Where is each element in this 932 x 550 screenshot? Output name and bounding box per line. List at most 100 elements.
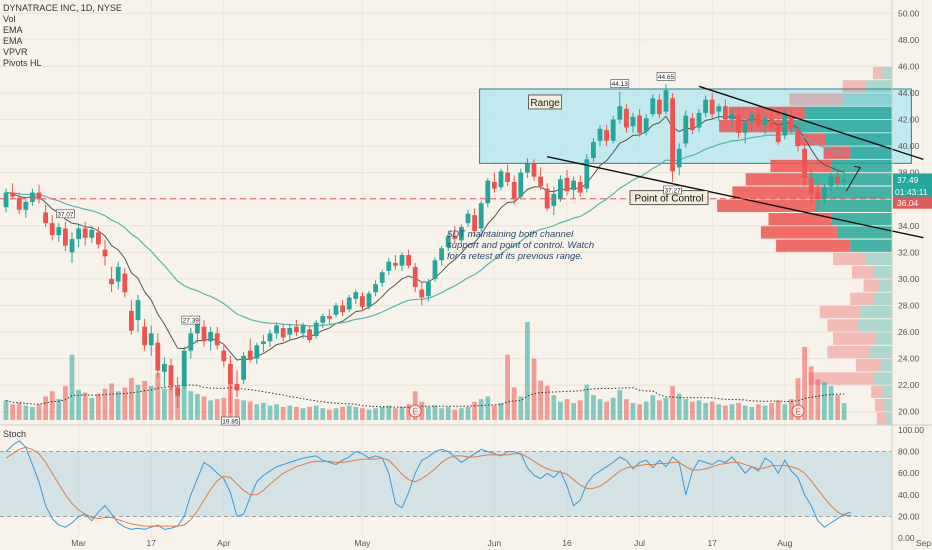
volume-bar bbox=[195, 393, 200, 420]
candle-body bbox=[393, 262, 398, 266]
candle bbox=[835, 171, 840, 188]
candle bbox=[637, 108, 642, 137]
volume-bar bbox=[96, 393, 101, 420]
vp-bar-down bbox=[768, 213, 832, 226]
poc-label: Point of Control bbox=[635, 194, 704, 205]
legend-item-ema-slow[interactable]: EMA bbox=[3, 36, 23, 46]
candle bbox=[531, 159, 537, 181]
candle-body bbox=[102, 249, 108, 257]
volume-bar bbox=[749, 406, 755, 420]
earnings-marker-label: E bbox=[795, 408, 800, 417]
candle-body bbox=[716, 106, 722, 112]
candle-body bbox=[709, 99, 715, 115]
candle bbox=[412, 262, 418, 293]
time-tick-label: 16 bbox=[562, 538, 572, 548]
candle bbox=[802, 143, 807, 184]
candle-body bbox=[432, 260, 438, 279]
volume-bar bbox=[571, 403, 576, 420]
vp-bar-down bbox=[770, 159, 832, 173]
stoch-title[interactable]: Stoch bbox=[3, 429, 27, 439]
volume-bar bbox=[333, 408, 339, 420]
stoch-tick-label: 20.00 bbox=[898, 511, 920, 521]
candle bbox=[716, 103, 722, 121]
volume-bar bbox=[267, 405, 273, 420]
volume-bar bbox=[234, 399, 240, 420]
volume-bar bbox=[10, 404, 15, 420]
candle bbox=[538, 167, 543, 190]
time-tick-label: Jun bbox=[488, 538, 502, 548]
price-tick-label: 32.00 bbox=[898, 247, 920, 257]
volume-bar bbox=[518, 396, 524, 420]
candle bbox=[366, 290, 372, 310]
vp-bar-down bbox=[852, 266, 873, 279]
stoch-tick-label: 60.00 bbox=[898, 468, 920, 478]
volume-bar bbox=[307, 406, 312, 420]
candle-body bbox=[676, 148, 682, 168]
candle bbox=[742, 119, 748, 144]
symbol-title[interactable]: DYNATRACE INC, 1D, NYSE bbox=[3, 3, 122, 13]
candle bbox=[162, 357, 167, 388]
volume-bar bbox=[551, 395, 557, 420]
candle bbox=[63, 221, 68, 252]
volume-bar bbox=[709, 401, 715, 420]
candle-body bbox=[597, 128, 603, 141]
volume-bar bbox=[181, 383, 187, 420]
candle bbox=[703, 95, 708, 117]
candle-body bbox=[63, 228, 68, 246]
vp-bar-down bbox=[808, 372, 873, 385]
vp-bar-up bbox=[850, 239, 892, 252]
candle-body bbox=[135, 300, 141, 321]
candle-series bbox=[3, 84, 847, 414]
candle-body bbox=[736, 114, 741, 133]
candle bbox=[465, 209, 471, 228]
candle bbox=[696, 108, 702, 132]
vp-bar-up bbox=[873, 292, 892, 305]
legend-item-vol[interactable]: Vol bbox=[3, 14, 16, 24]
candle-body bbox=[346, 297, 352, 310]
vp-bar-down bbox=[827, 345, 870, 359]
candle bbox=[82, 221, 88, 246]
candle-body bbox=[168, 365, 174, 386]
volume-bar bbox=[505, 354, 510, 420]
candle bbox=[643, 114, 649, 136]
pivot-label-box bbox=[610, 79, 630, 88]
candle bbox=[346, 294, 352, 313]
volume-bar bbox=[472, 401, 477, 420]
volume-bar bbox=[465, 406, 471, 420]
volume-bar bbox=[617, 389, 623, 420]
vp-bar-down bbox=[863, 279, 879, 292]
candle-body bbox=[815, 192, 821, 200]
volume-bar bbox=[769, 403, 774, 420]
volume-bar bbox=[201, 396, 207, 420]
candle-body bbox=[419, 289, 425, 298]
candle bbox=[280, 324, 286, 342]
vp-bar-down bbox=[745, 173, 809, 186]
candle-body bbox=[518, 172, 524, 197]
candle bbox=[571, 176, 576, 200]
candle bbox=[10, 183, 15, 200]
price-tick-label: 44.00 bbox=[898, 88, 920, 98]
candle-body bbox=[76, 228, 81, 240]
legend-item-pivots[interactable]: Pivots HL bbox=[3, 58, 42, 68]
volume-bar bbox=[406, 404, 411, 420]
volume-bar bbox=[544, 386, 550, 420]
candle bbox=[208, 326, 213, 351]
volume-bar bbox=[373, 408, 378, 420]
volume-bar bbox=[676, 393, 682, 420]
volume-bar bbox=[723, 405, 728, 420]
vp-bar-down bbox=[871, 385, 883, 398]
candle bbox=[148, 325, 154, 356]
earnings-marker-label: E bbox=[413, 408, 418, 417]
volume-bar bbox=[274, 404, 279, 420]
legend-item-vpvr[interactable]: VPVR bbox=[3, 47, 28, 57]
candle bbox=[498, 168, 504, 190]
candle bbox=[30, 188, 35, 206]
legend-item-ema-fast[interactable]: EMA bbox=[3, 25, 23, 35]
candle-body bbox=[650, 98, 656, 115]
volume-bar bbox=[716, 404, 722, 420]
vp-bar-down bbox=[876, 412, 887, 425]
candle bbox=[690, 112, 695, 135]
volume-bar bbox=[597, 399, 603, 420]
candle-body bbox=[261, 341, 266, 344]
candle-body bbox=[564, 177, 570, 192]
